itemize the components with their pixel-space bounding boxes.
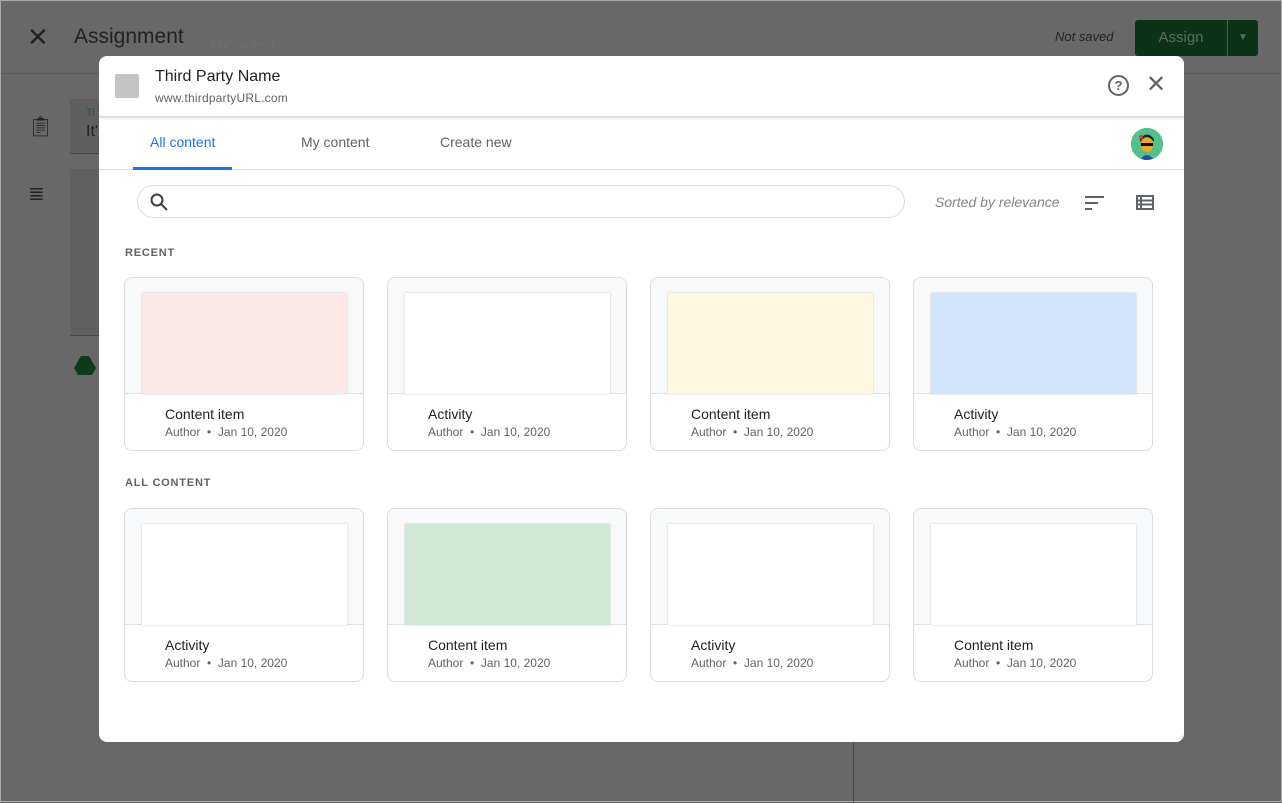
content-card[interactable]: Content item Author • Jan 10, 2020: [387, 508, 627, 682]
content-card[interactable]: Activity Author • Jan 10, 2020: [124, 508, 364, 682]
card-author: Author: [428, 656, 464, 670]
card-title: Content item: [165, 406, 245, 422]
card-author: Author: [428, 425, 464, 439]
card-thumbnail: [931, 293, 1136, 394]
avatar[interactable]: [1131, 128, 1163, 160]
card-date: Jan 10, 2020: [217, 656, 288, 670]
card-meta: Author • Jan 10, 2020: [165, 425, 288, 439]
save-status: Not saved: [1055, 29, 1114, 44]
card-date: Jan 10, 2020: [743, 425, 814, 439]
card-meta: Author • Jan 10, 2020: [954, 656, 1077, 670]
close-icon[interactable]: ✕: [27, 22, 49, 52]
card-author: Author: [165, 656, 201, 670]
field-value: It': [86, 123, 98, 140]
card-thumbnail: [668, 524, 873, 625]
search-input[interactable]: [178, 192, 878, 212]
card-date: Jan 10, 2020: [480, 425, 551, 439]
assign-button[interactable]: Assign: [1158, 29, 1204, 46]
search-icon: [150, 193, 168, 211]
field-label: Ti: [86, 107, 95, 119]
card-title: Content item: [954, 637, 1034, 653]
card-title: Content item: [691, 406, 771, 422]
card-thumbnail: [142, 293, 347, 394]
card-preview-area: [651, 278, 889, 394]
card-thumbnail: [405, 524, 610, 625]
card-title: Activity: [428, 406, 473, 422]
tab-create-new[interactable]: Create new: [440, 134, 512, 150]
card-date: Jan 10, 2020: [480, 656, 551, 670]
ghost-text: My content: [211, 37, 275, 52]
card-preview-area: [388, 278, 626, 394]
search-box[interactable]: [137, 185, 905, 218]
card-title: Activity: [165, 637, 210, 653]
card-thumbnail: [405, 293, 610, 394]
content-card[interactable]: Content item Author • Jan 10, 2020: [913, 508, 1153, 682]
card-author: Author: [691, 656, 727, 670]
card-thumbnail: [668, 293, 873, 394]
content-picker-dialog: Third Party Name www.thirdpartyURL.com ?…: [99, 56, 1184, 742]
card-preview-area: [914, 509, 1152, 625]
content-card[interactable]: Activity Author • Jan 10, 2020: [650, 508, 890, 682]
card-author: Author: [165, 425, 201, 439]
recent-grid: Content item Author • Jan 10, 2020 Activ…: [124, 277, 1153, 451]
section-all-content-title: ALL CONTENT: [125, 477, 212, 489]
tab-all-content[interactable]: All content: [132, 134, 233, 170]
card-author: Author: [691, 425, 727, 439]
card-date: Jan 10, 2020: [217, 425, 288, 439]
all-content-grid: Activity Author • Jan 10, 2020 Content i…: [124, 508, 1153, 682]
card-date: Jan 10, 2020: [1006, 425, 1077, 439]
card-thumbnail: [142, 524, 347, 625]
card-preview-area: [914, 278, 1152, 394]
card-meta: Author • Jan 10, 2020: [428, 656, 551, 670]
card-preview-area: [125, 509, 363, 625]
divider: [853, 742, 854, 803]
card-preview-area: [388, 509, 626, 625]
content-card[interactable]: Content item Author • Jan 10, 2020: [650, 277, 890, 451]
provider-url: www.thirdpartyURL.com: [155, 91, 288, 105]
card-date: Jan 10, 2020: [1006, 656, 1077, 670]
sort-label: Sorted by relevance: [935, 194, 1060, 210]
content-card[interactable]: Activity Author • Jan 10, 2020: [387, 277, 627, 451]
card-meta: Author • Jan 10, 2020: [954, 425, 1077, 439]
help-icon[interactable]: ?: [1108, 75, 1129, 96]
assign-dropdown-icon[interactable]: ▼: [1227, 20, 1258, 56]
dialog-header: Third Party Name www.thirdpartyURL.com ?…: [99, 56, 1184, 117]
card-meta: Author • Jan 10, 2020: [165, 656, 288, 670]
list-view-icon[interactable]: [1136, 195, 1154, 210]
card-author: Author: [954, 425, 990, 439]
tab-my-content[interactable]: My content: [301, 134, 370, 150]
provider-name: Third Party Name: [155, 68, 281, 85]
card-preview-area: [125, 278, 363, 394]
card-title: Content item: [428, 637, 508, 653]
drive-icon[interactable]: [74, 356, 96, 376]
card-meta: Author • Jan 10, 2020: [691, 656, 814, 670]
page-title: Assignment: [74, 25, 184, 48]
card-date: Jan 10, 2020: [743, 656, 814, 670]
card-thumbnail: [931, 524, 1136, 625]
close-dialog-icon[interactable]: ✕: [1146, 71, 1167, 98]
content-card[interactable]: Content item Author • Jan 10, 2020: [124, 277, 364, 451]
provider-logo: [115, 74, 139, 98]
assign-button-group[interactable]: Assign ▼: [1135, 20, 1258, 56]
notes-icon[interactable]: ≣: [28, 183, 45, 205]
section-recent-title: RECENT: [125, 247, 176, 259]
app-header: ✕ Assignment My content Not saved Assign…: [1, 1, 1281, 74]
card-meta: Author • Jan 10, 2020: [691, 425, 814, 439]
tab-bar: All content My content Create new: [99, 118, 1184, 170]
card-title: Activity: [954, 406, 999, 422]
content-card[interactable]: Activity Author • Jan 10, 2020: [913, 277, 1153, 451]
sort-icon[interactable]: [1085, 196, 1105, 210]
card-author: Author: [954, 656, 990, 670]
card-preview-area: [651, 509, 889, 625]
card-title: Activity: [691, 637, 736, 653]
card-meta: Author • Jan 10, 2020: [428, 425, 551, 439]
clipboard-icon[interactable]: 📋︎: [28, 116, 54, 138]
